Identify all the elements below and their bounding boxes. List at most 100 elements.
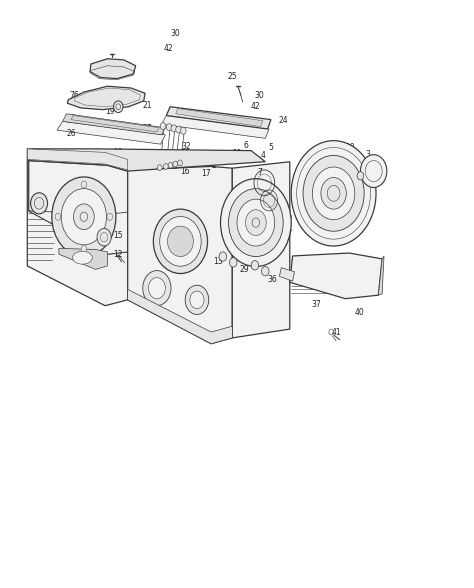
Text: 19: 19 bbox=[105, 107, 115, 116]
Circle shape bbox=[321, 178, 346, 209]
Circle shape bbox=[171, 125, 177, 132]
Circle shape bbox=[107, 213, 113, 220]
Ellipse shape bbox=[167, 226, 193, 256]
Circle shape bbox=[176, 126, 182, 133]
Text: 26: 26 bbox=[254, 129, 263, 138]
Circle shape bbox=[303, 155, 364, 231]
Polygon shape bbox=[166, 107, 271, 129]
Text: 27: 27 bbox=[143, 125, 152, 133]
Circle shape bbox=[97, 229, 111, 246]
Circle shape bbox=[185, 285, 209, 315]
Text: 43: 43 bbox=[169, 162, 178, 171]
Text: 20: 20 bbox=[52, 211, 62, 220]
Circle shape bbox=[262, 266, 269, 276]
Circle shape bbox=[246, 210, 266, 235]
Circle shape bbox=[178, 160, 182, 166]
Text: 12: 12 bbox=[113, 250, 123, 259]
Text: 76: 76 bbox=[70, 91, 79, 99]
Circle shape bbox=[168, 162, 173, 168]
Circle shape bbox=[81, 181, 87, 188]
Polygon shape bbox=[27, 149, 128, 170]
Polygon shape bbox=[128, 289, 232, 344]
Text: 41: 41 bbox=[332, 328, 342, 336]
Circle shape bbox=[143, 270, 171, 306]
Text: 7: 7 bbox=[257, 168, 262, 177]
Polygon shape bbox=[128, 166, 232, 344]
Polygon shape bbox=[63, 113, 165, 135]
Polygon shape bbox=[279, 268, 294, 281]
Circle shape bbox=[52, 177, 116, 256]
Circle shape bbox=[166, 123, 172, 131]
Text: 18: 18 bbox=[113, 148, 123, 157]
Text: 11: 11 bbox=[100, 232, 109, 241]
Circle shape bbox=[190, 291, 204, 309]
Circle shape bbox=[220, 179, 291, 266]
Polygon shape bbox=[59, 248, 108, 269]
Polygon shape bbox=[90, 59, 136, 79]
Circle shape bbox=[114, 101, 123, 112]
Text: 10: 10 bbox=[345, 143, 355, 152]
Text: 34: 34 bbox=[317, 172, 327, 182]
Circle shape bbox=[312, 167, 355, 220]
Text: 2: 2 bbox=[211, 161, 216, 170]
Text: 30: 30 bbox=[255, 91, 264, 99]
Text: 28: 28 bbox=[266, 250, 276, 259]
Ellipse shape bbox=[73, 251, 92, 264]
Text: 26: 26 bbox=[66, 129, 76, 138]
Text: 9: 9 bbox=[36, 201, 42, 209]
Text: 3: 3 bbox=[365, 150, 371, 159]
Text: 29: 29 bbox=[239, 265, 249, 274]
Text: 32: 32 bbox=[181, 142, 191, 151]
Circle shape bbox=[81, 245, 87, 252]
Text: 15: 15 bbox=[113, 231, 123, 240]
Text: 8: 8 bbox=[347, 169, 352, 178]
Polygon shape bbox=[27, 149, 128, 306]
Circle shape bbox=[228, 189, 283, 256]
Text: 25: 25 bbox=[228, 72, 237, 81]
Circle shape bbox=[31, 193, 47, 214]
Circle shape bbox=[73, 204, 94, 230]
Text: 17: 17 bbox=[201, 169, 211, 178]
Circle shape bbox=[160, 122, 166, 129]
Ellipse shape bbox=[154, 209, 208, 273]
Polygon shape bbox=[57, 121, 165, 144]
Circle shape bbox=[164, 163, 168, 169]
Polygon shape bbox=[67, 86, 145, 109]
Text: 14: 14 bbox=[264, 242, 274, 250]
Polygon shape bbox=[378, 256, 384, 295]
Circle shape bbox=[360, 155, 387, 188]
Text: 13: 13 bbox=[213, 257, 223, 266]
Text: 6: 6 bbox=[244, 141, 249, 150]
Polygon shape bbox=[29, 149, 265, 171]
Text: 4: 4 bbox=[261, 151, 265, 161]
Text: 23: 23 bbox=[107, 99, 117, 108]
Circle shape bbox=[55, 213, 61, 220]
Polygon shape bbox=[176, 108, 263, 126]
Text: 38: 38 bbox=[180, 149, 190, 158]
Text: 19: 19 bbox=[351, 176, 361, 185]
Circle shape bbox=[181, 127, 186, 134]
Polygon shape bbox=[29, 211, 128, 254]
Text: 16: 16 bbox=[180, 166, 190, 176]
Text: 40: 40 bbox=[355, 308, 365, 318]
Polygon shape bbox=[232, 162, 290, 338]
Text: 33: 33 bbox=[305, 189, 315, 198]
Circle shape bbox=[291, 141, 376, 246]
Text: 42: 42 bbox=[164, 44, 173, 53]
Text: 37: 37 bbox=[311, 300, 321, 309]
Text: 1: 1 bbox=[83, 220, 88, 229]
Polygon shape bbox=[162, 115, 269, 138]
Circle shape bbox=[219, 252, 227, 261]
Circle shape bbox=[61, 189, 107, 245]
Text: 36: 36 bbox=[267, 275, 277, 284]
Text: 31: 31 bbox=[180, 156, 190, 165]
Text: 30: 30 bbox=[171, 29, 181, 38]
Ellipse shape bbox=[160, 216, 201, 266]
Polygon shape bbox=[290, 253, 382, 299]
Text: 11: 11 bbox=[232, 149, 242, 158]
Circle shape bbox=[357, 172, 364, 180]
Text: 5: 5 bbox=[268, 143, 273, 152]
Text: 42: 42 bbox=[251, 102, 261, 111]
Circle shape bbox=[229, 258, 237, 267]
Circle shape bbox=[173, 161, 178, 167]
